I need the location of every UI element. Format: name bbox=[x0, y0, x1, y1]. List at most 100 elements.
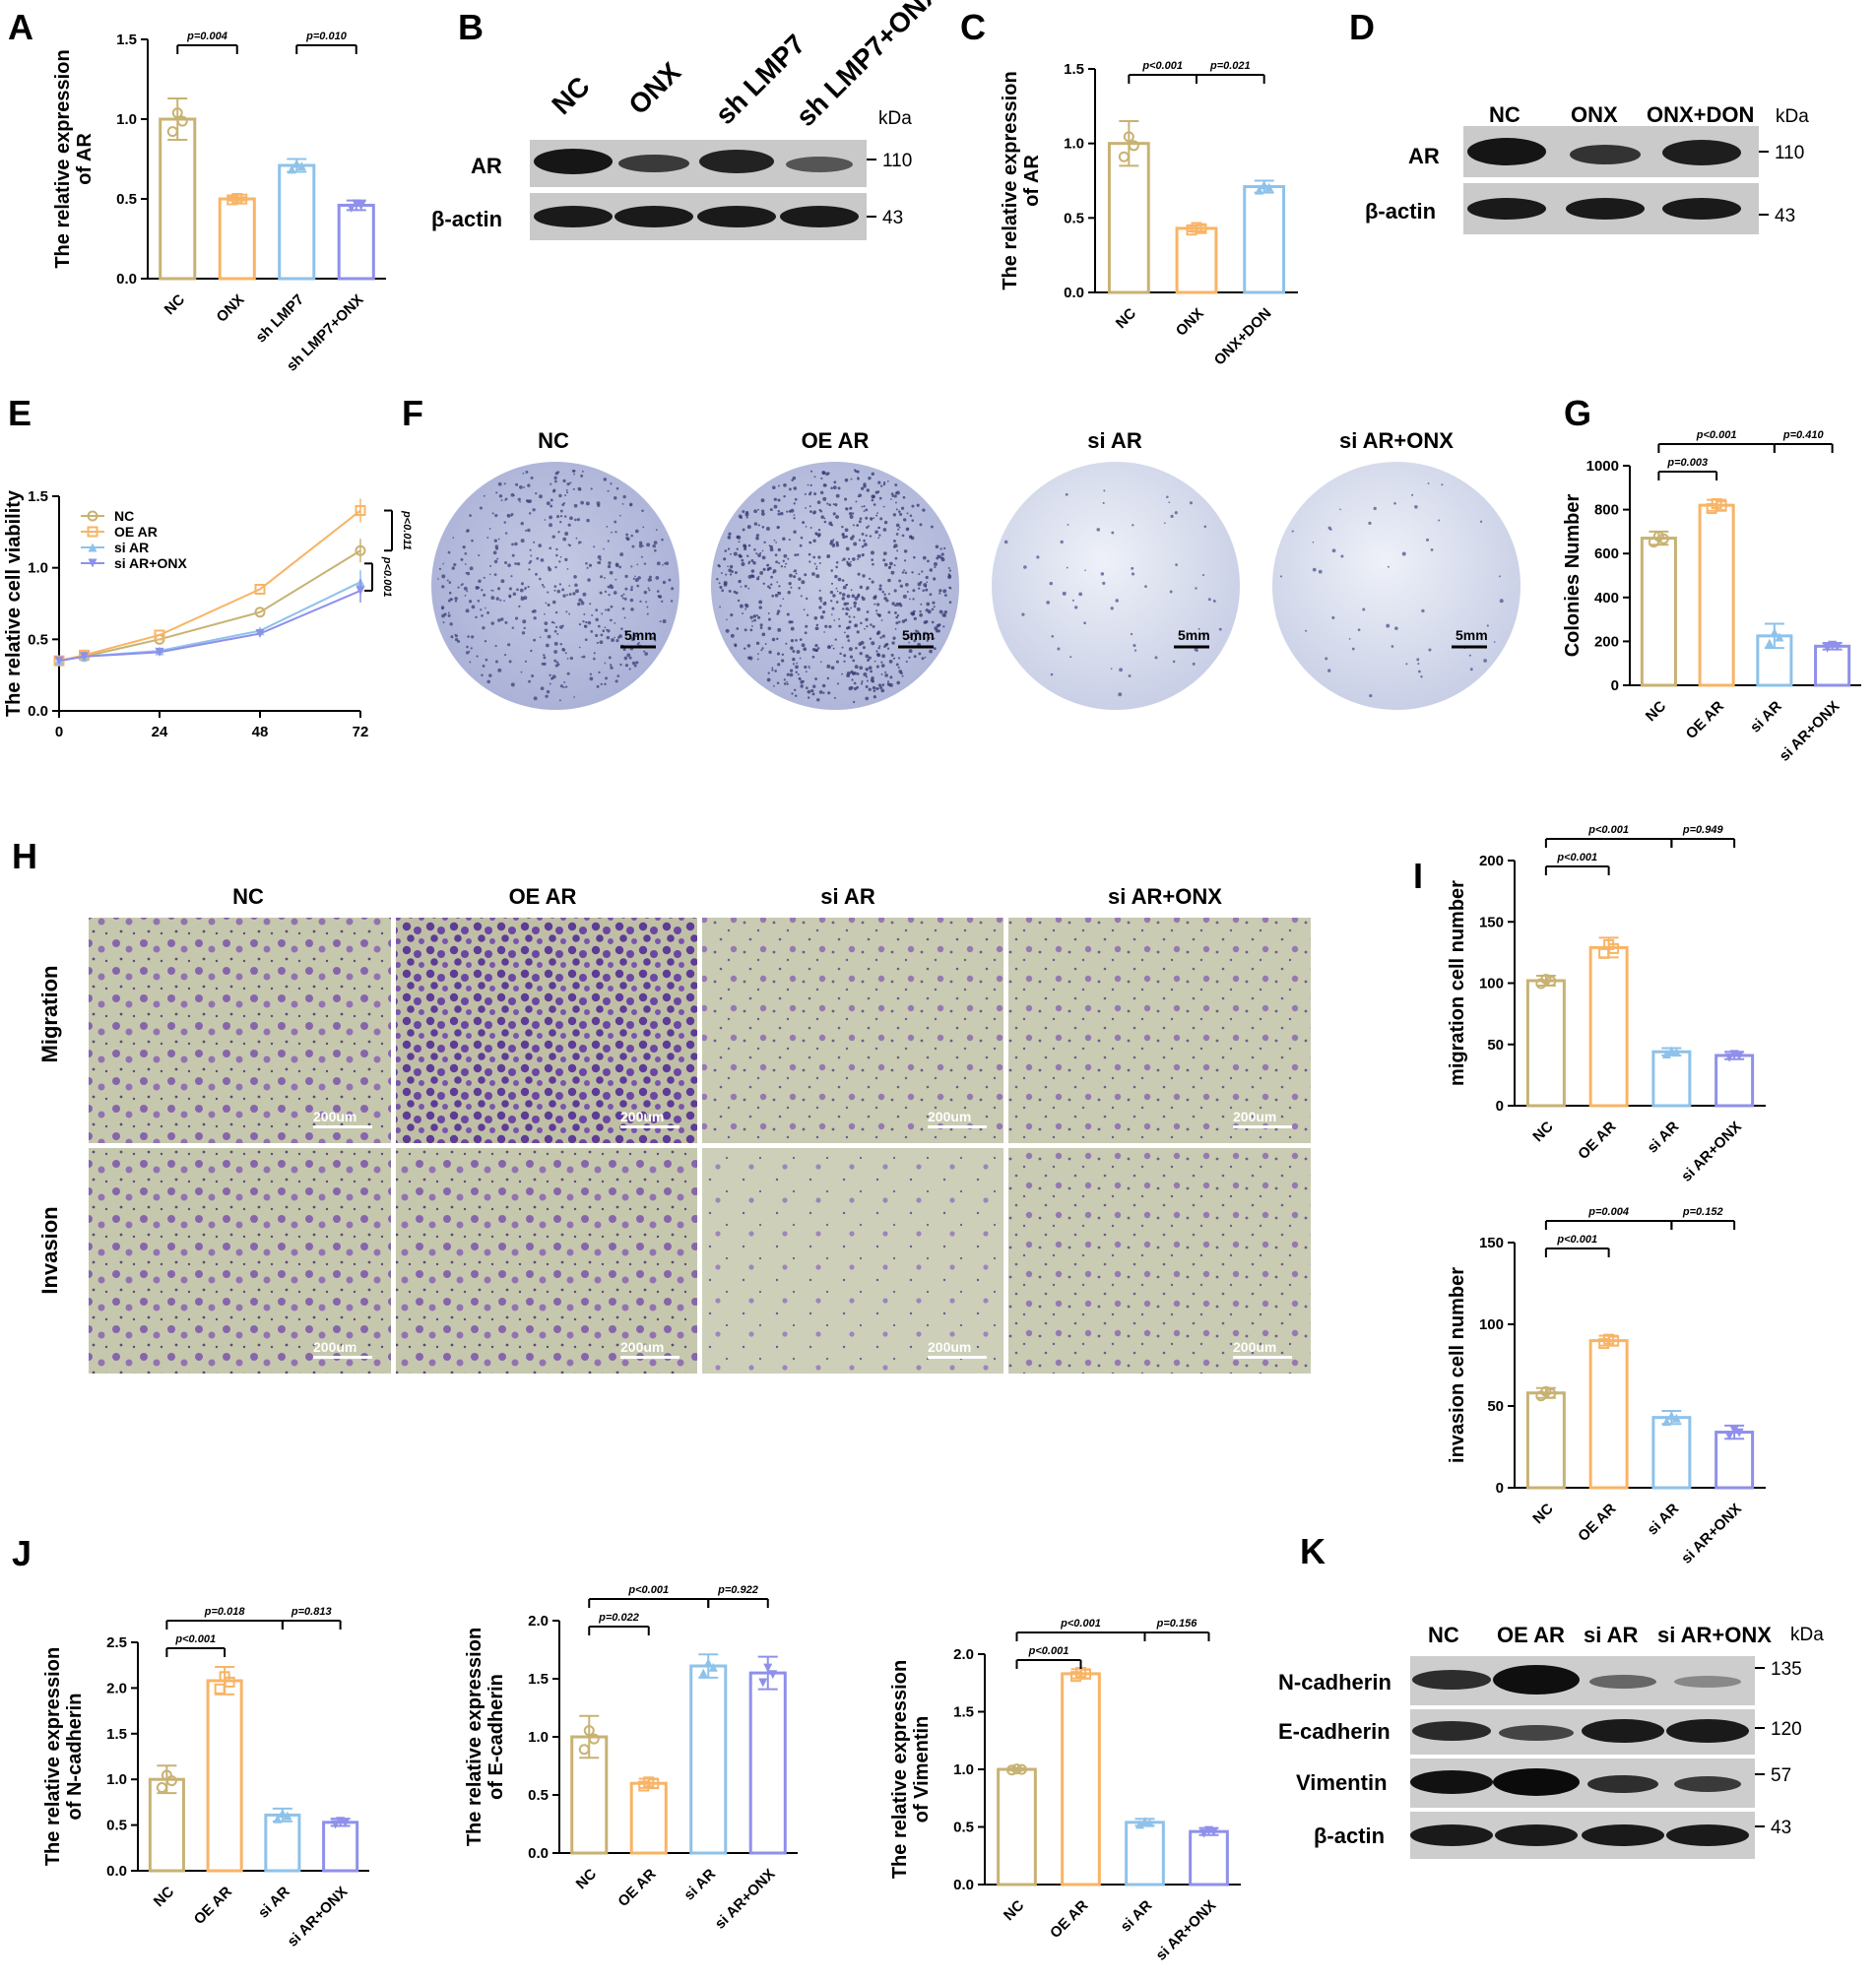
colony-dot bbox=[850, 672, 852, 674]
colony-dot bbox=[1362, 608, 1366, 611]
colony-dot bbox=[549, 682, 551, 685]
bar-si AR+ONX bbox=[1714, 1054, 1755, 1108]
blot-K-row-actin: β-actin bbox=[1314, 1823, 1385, 1848]
colony-dot bbox=[913, 616, 917, 621]
colony-dot bbox=[491, 590, 494, 592]
colony-dot bbox=[875, 650, 878, 653]
colony-dot bbox=[844, 528, 849, 533]
y-tick-label: 0.5 bbox=[953, 1820, 974, 1836]
colony-dot bbox=[658, 595, 663, 599]
colony-dot bbox=[1132, 644, 1136, 648]
colony-dot bbox=[859, 651, 863, 656]
colony-dot bbox=[661, 538, 664, 542]
colony-dot bbox=[751, 574, 755, 579]
colony-dot bbox=[866, 624, 869, 628]
colony-dot bbox=[1202, 631, 1206, 635]
colony-dot bbox=[545, 694, 549, 698]
colony-dot bbox=[861, 505, 864, 508]
colony-dot bbox=[756, 613, 759, 616]
colony-dot bbox=[924, 656, 927, 659]
colony-dot bbox=[751, 620, 753, 622]
colony-dot bbox=[899, 584, 903, 588]
colony-dot bbox=[552, 488, 556, 492]
colony-dot bbox=[630, 534, 633, 538]
colony-dot bbox=[613, 591, 617, 595]
colony-dot bbox=[551, 674, 556, 679]
colony-dot bbox=[932, 601, 936, 605]
colony-dot bbox=[538, 544, 543, 547]
colony-dot bbox=[805, 686, 809, 690]
colony-dot bbox=[852, 659, 856, 663]
colony-dot bbox=[437, 578, 439, 580]
colony-dot bbox=[781, 659, 785, 663]
bar-si AR+ONX bbox=[1814, 644, 1851, 687]
colony-dot bbox=[856, 607, 861, 611]
colony-dot bbox=[850, 560, 852, 563]
colony-dot bbox=[782, 537, 786, 541]
colony-dot bbox=[1189, 501, 1194, 505]
blot-D-kda-1: 110 bbox=[1775, 143, 1804, 163]
colony-dot bbox=[500, 579, 505, 584]
colony-dot bbox=[848, 647, 853, 652]
colony-dot bbox=[757, 553, 761, 557]
data-point bbox=[1734, 1428, 1744, 1438]
colony-dot bbox=[1498, 575, 1501, 578]
micrograph-scale-label: 200um bbox=[1233, 1109, 1276, 1124]
colony-dot bbox=[1499, 599, 1504, 604]
colony-dot bbox=[859, 666, 864, 671]
colony-dot bbox=[753, 547, 756, 551]
colony-dot bbox=[777, 547, 781, 552]
colony-dot bbox=[596, 684, 600, 688]
colony-dot bbox=[908, 656, 911, 659]
colony-dot bbox=[783, 494, 786, 498]
colony-dot bbox=[755, 536, 759, 541]
colony-dot bbox=[842, 608, 845, 610]
colony-dot bbox=[890, 570, 895, 575]
colony-dot bbox=[799, 657, 802, 660]
colony-dot bbox=[1291, 530, 1294, 533]
colony-dot bbox=[584, 638, 588, 642]
colony-dot bbox=[816, 500, 821, 505]
colony-dot bbox=[1427, 482, 1430, 485]
colony-dot bbox=[464, 563, 467, 565]
colony-dot bbox=[609, 570, 614, 575]
colony-dot bbox=[835, 601, 839, 604]
colony-dot bbox=[1279, 575, 1283, 578]
colony-dot bbox=[819, 600, 823, 603]
data-point bbox=[273, 1814, 283, 1823]
colony-dot bbox=[880, 672, 883, 675]
colony-dot bbox=[593, 652, 596, 655]
colony-dot bbox=[925, 588, 929, 592]
x-tick-label: NC bbox=[1529, 1501, 1556, 1527]
colony-dot bbox=[514, 562, 518, 565]
data-point bbox=[1209, 1827, 1218, 1837]
colony-dot bbox=[642, 526, 645, 529]
colony-dot bbox=[525, 470, 529, 474]
colony-dot bbox=[783, 553, 788, 558]
colony-dot bbox=[832, 647, 835, 650]
x-tick-label: NC bbox=[1001, 1897, 1027, 1924]
data-point bbox=[1006, 1764, 1017, 1776]
micrograph-scale-label: 200um bbox=[620, 1339, 664, 1355]
colony-dot bbox=[603, 577, 606, 579]
colony-dot bbox=[561, 503, 565, 507]
colony-dot bbox=[806, 597, 809, 601]
colony-dot bbox=[662, 564, 664, 566]
colony-dot bbox=[549, 515, 553, 520]
colony-dot bbox=[482, 665, 485, 668]
colony-dot bbox=[841, 646, 844, 649]
transwell-row-migration: Migration bbox=[37, 966, 62, 1063]
colony-dot bbox=[573, 696, 576, 698]
colony-dot bbox=[528, 679, 532, 683]
colony-dot bbox=[892, 657, 896, 660]
colony-dot bbox=[930, 525, 934, 529]
colony-dot bbox=[520, 522, 524, 526]
colony-dot bbox=[475, 586, 479, 589]
y-tick-label: 0 bbox=[1611, 677, 1619, 694]
colony-dot bbox=[793, 514, 796, 516]
colony-dot bbox=[868, 525, 871, 528]
y-tick-label: 0 bbox=[1496, 1098, 1504, 1115]
colony-dot bbox=[880, 688, 885, 693]
